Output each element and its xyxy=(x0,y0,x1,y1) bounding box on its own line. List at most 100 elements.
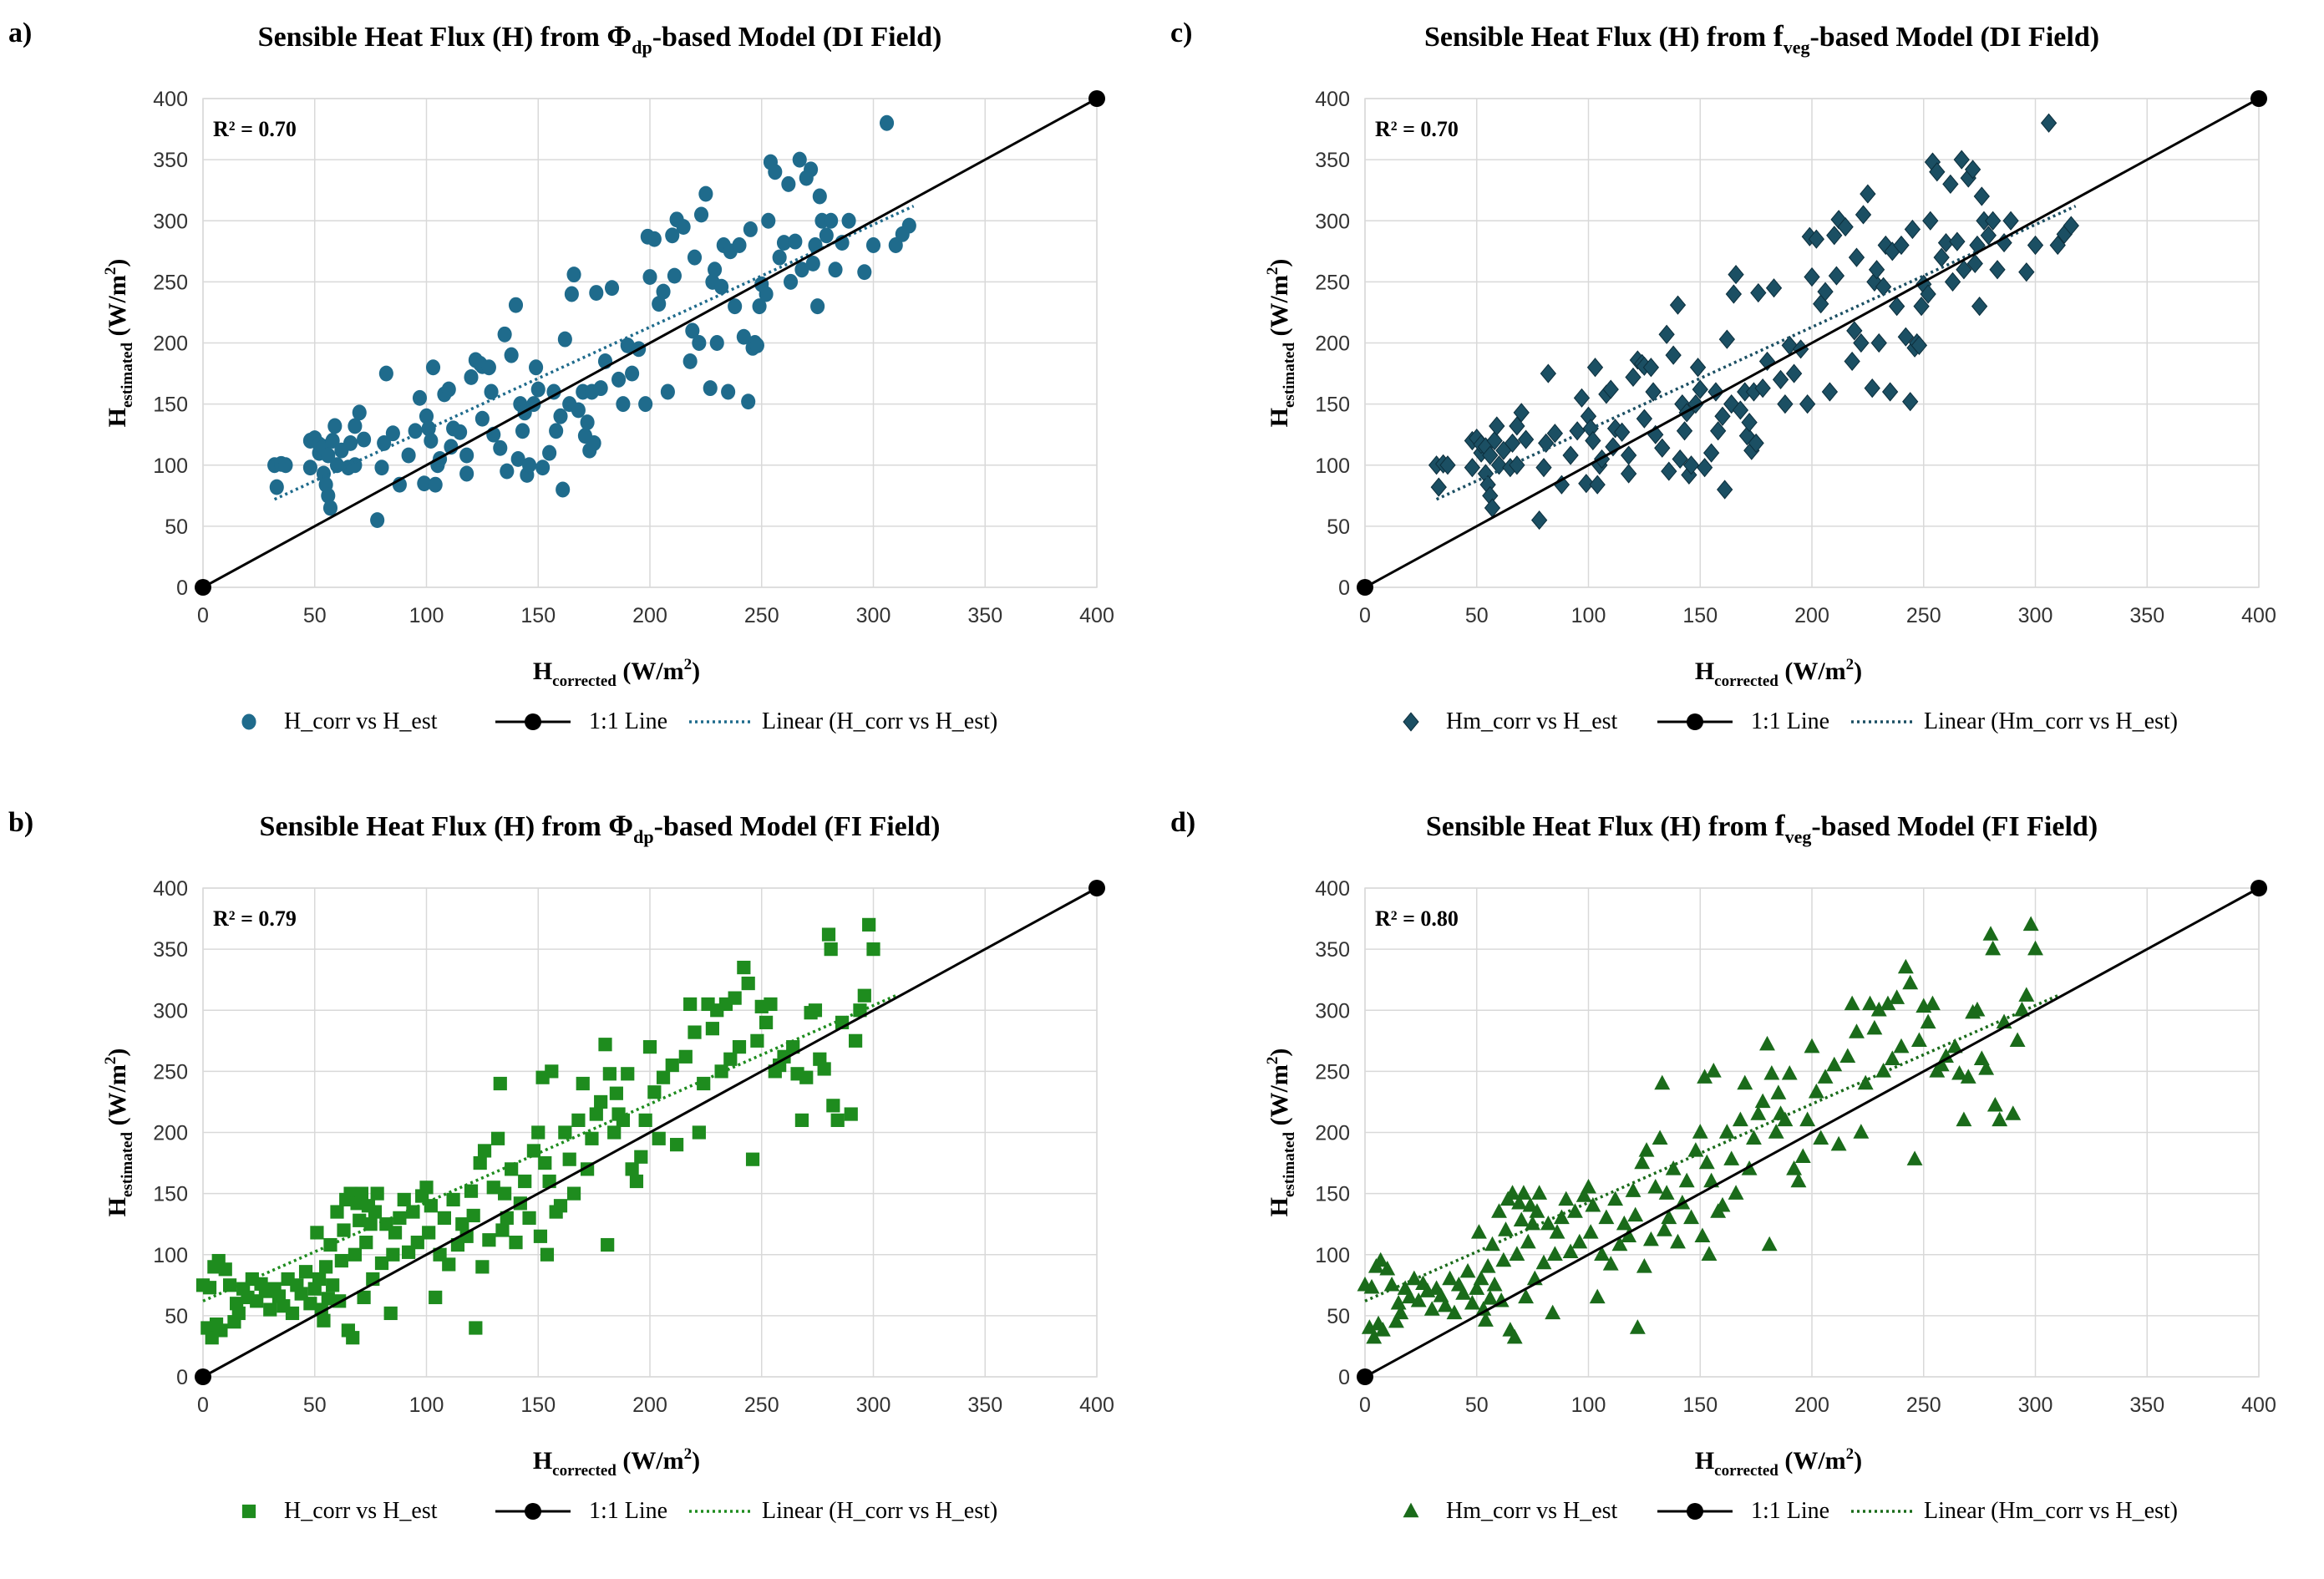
data-point xyxy=(761,212,776,229)
data-point xyxy=(352,404,367,421)
data-point xyxy=(1989,260,2006,280)
plot-frame xyxy=(202,98,1098,588)
data-point xyxy=(2049,235,2066,256)
data-point xyxy=(1540,363,1557,383)
x-tick-label: 200 xyxy=(632,1394,667,1417)
data-point xyxy=(1545,1304,1561,1320)
x-tick-label: 50 xyxy=(1465,604,1489,627)
legend-label: 1:1 Line xyxy=(1751,1498,1829,1524)
data-point xyxy=(812,188,827,205)
data-point xyxy=(383,1306,398,1321)
data-point xyxy=(781,175,796,192)
data-point xyxy=(688,1025,702,1039)
data-point xyxy=(1634,1154,1651,1170)
data-point xyxy=(357,1290,371,1305)
data-point xyxy=(1530,510,1548,531)
data-point xyxy=(497,326,512,343)
data-point xyxy=(2063,216,2079,236)
data-point xyxy=(1657,1221,1672,1236)
data-point xyxy=(830,1113,845,1127)
data-point xyxy=(553,1199,568,1213)
x-tick-label: 200 xyxy=(1794,1394,1829,1417)
data-point xyxy=(354,1186,369,1201)
x-tick-label: 350 xyxy=(2129,1394,2164,1417)
data-point xyxy=(425,359,441,376)
data-point xyxy=(540,1247,555,1262)
y-tick-label: 100 xyxy=(153,1244,188,1267)
data-point xyxy=(732,237,747,253)
y-tick-label: 200 xyxy=(1315,333,1350,356)
y-tick-label: 150 xyxy=(1315,393,1350,417)
data-point xyxy=(2027,235,2044,256)
data-point xyxy=(1515,1185,1532,1200)
y-tick-label: 50 xyxy=(165,1305,188,1328)
y-tick-label: 300 xyxy=(153,999,188,1023)
one-to-one-line xyxy=(202,97,1098,589)
data-point xyxy=(810,298,825,315)
y-tick-label: 0 xyxy=(176,576,188,600)
data-point xyxy=(857,988,871,1003)
data-point xyxy=(464,1184,479,1198)
data-point xyxy=(1881,382,1899,402)
data-point xyxy=(676,219,691,236)
x-axis-label: Hcorrected (W/m2) xyxy=(1695,656,1862,690)
data-point xyxy=(542,444,557,461)
data-point xyxy=(708,261,723,278)
data-point xyxy=(749,337,764,353)
data-point xyxy=(546,383,561,400)
scatter-points xyxy=(1428,113,2079,531)
data-point xyxy=(424,1199,438,1213)
y-tick-label: 250 xyxy=(1315,271,1350,294)
data-point xyxy=(1573,388,1591,408)
data-point xyxy=(1725,284,1743,304)
data-point xyxy=(1849,1023,1865,1038)
data-point xyxy=(1520,1233,1536,1249)
data-point xyxy=(1393,1304,1409,1320)
data-point xyxy=(1830,1135,1847,1151)
data-point xyxy=(625,365,640,382)
data-point xyxy=(808,237,823,253)
data-point xyxy=(1893,235,1910,256)
x-tick-label: 400 xyxy=(1079,604,1114,627)
data-point xyxy=(1922,211,1939,231)
data-point xyxy=(1446,1304,1463,1320)
one-to-one-endpoint xyxy=(1088,880,1105,896)
data-point xyxy=(1933,1056,1950,1072)
data-point xyxy=(683,997,698,1012)
y-tick-label: 150 xyxy=(153,393,188,417)
data-point xyxy=(1750,282,1767,303)
data-point xyxy=(1761,1236,1778,1252)
data-point xyxy=(1642,358,1660,378)
x-tick-label: 0 xyxy=(1359,1394,1371,1417)
data-point xyxy=(665,1058,679,1073)
x-tick-label: 150 xyxy=(1682,1394,1718,1417)
data-point xyxy=(334,1253,348,1268)
data-point xyxy=(1844,351,1860,372)
data-point xyxy=(1944,272,1961,292)
data-point xyxy=(419,408,434,424)
data-point xyxy=(1529,1203,1545,1218)
data-point xyxy=(538,1155,552,1170)
data-point xyxy=(667,267,682,284)
data-point xyxy=(1571,1233,1588,1249)
legend-marker xyxy=(1403,1502,1419,1518)
data-point xyxy=(1522,1196,1539,1212)
data-point xyxy=(495,1223,510,1237)
data-point xyxy=(1966,253,1983,274)
data-point xyxy=(566,267,581,283)
chart-svg: b) Sensible Heat Flux (H) from Φdp-based … xyxy=(8,807,1114,1524)
data-point xyxy=(417,475,432,492)
legend: H_corr vs H_est 1:1 Line Linear (H_corr vs… xyxy=(241,708,997,734)
data-point xyxy=(1732,400,1749,420)
data-point xyxy=(685,322,700,339)
data-point xyxy=(2005,1105,2022,1120)
data-point xyxy=(329,457,345,474)
data-point xyxy=(723,1052,738,1066)
data-point xyxy=(714,278,729,295)
data-point xyxy=(504,347,519,363)
data-point xyxy=(1746,1130,1762,1145)
data-point xyxy=(1857,1074,1874,1090)
data-point xyxy=(368,1205,383,1219)
data-point xyxy=(804,161,819,178)
data-point xyxy=(634,1150,648,1164)
